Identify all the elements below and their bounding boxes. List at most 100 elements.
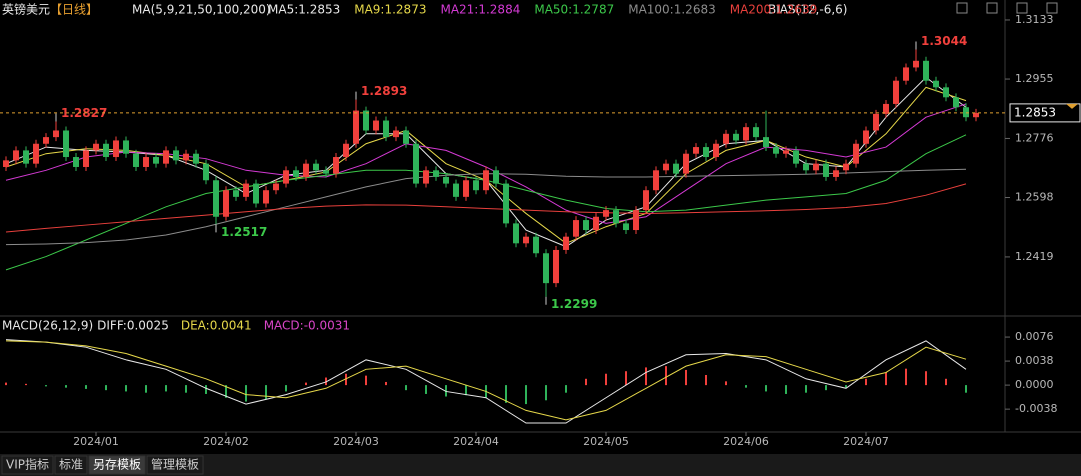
toolbar-tab-bg — [146, 455, 204, 475]
candle-body — [923, 60, 929, 81]
y-tick-label: 1.2776 — [1015, 131, 1054, 144]
legend-entry: DIFF:0.0025 — [97, 319, 169, 333]
candle-body — [53, 130, 59, 138]
candle-body — [633, 210, 639, 231]
candle-body — [403, 130, 409, 144]
symbol: 英镑美元 — [2, 2, 50, 17]
legend-entry: MA9:1.2873 — [354, 3, 426, 17]
candle-body — [693, 147, 699, 154]
toolbar-tab[interactable]: 管理模板 — [151, 457, 199, 472]
toolbar-tab-bg — [54, 455, 88, 475]
annotation-label: 1.2299 — [551, 297, 597, 311]
legend-entry: MA50:1.2787 — [534, 3, 614, 17]
indicator-title: MACD(26,12,9) — [2, 319, 93, 333]
candle-body — [873, 113, 879, 131]
indicator-line — [5, 340, 967, 421]
icon[interactable] — [1016, 2, 1028, 14]
candle-body — [713, 143, 719, 158]
candle-body — [773, 147, 779, 154]
candle-body — [363, 110, 369, 131]
legend-entry: MA100:1.2683 — [628, 3, 716, 17]
candle-body — [83, 150, 89, 167]
last-price-marker — [1066, 103, 1078, 109]
candle-body — [173, 150, 179, 161]
y-tick-label: -0.0038 — [1015, 402, 1057, 415]
candle-body — [763, 137, 769, 148]
candle-body — [133, 153, 139, 167]
candle-body — [843, 163, 849, 171]
period[interactable]: 【日线】 — [50, 3, 98, 17]
candle-body — [123, 140, 129, 154]
y-tick-label: 1.2598 — [1015, 191, 1054, 204]
window-icons — [956, 2, 1058, 14]
candle-body — [553, 249, 559, 284]
candle-body — [533, 236, 539, 254]
candle-body — [823, 163, 829, 177]
x-tick-label: 2024/03 — [333, 435, 379, 448]
candle-body — [473, 180, 479, 191]
candle-body — [653, 170, 659, 191]
candle-body — [963, 107, 969, 118]
annotation-label: 1.2517 — [221, 225, 267, 239]
candle-body — [163, 150, 169, 164]
candle-body — [153, 157, 159, 164]
candle-body — [343, 143, 349, 158]
toolbar-tab[interactable]: 另存模板 — [93, 458, 141, 472]
candle-body — [143, 157, 149, 167]
candle-body — [743, 127, 749, 141]
toolbar-tab-bg — [88, 455, 146, 475]
toolbar-tab[interactable]: 标准 — [59, 458, 83, 472]
legend-entry: MA5:1.2853 — [268, 3, 340, 17]
last-price-label: 1.2853 — [1014, 105, 1056, 119]
candle-body — [793, 150, 799, 164]
candle-body — [723, 133, 729, 144]
annotation-label: 1.3044 — [921, 34, 967, 48]
x-tick-label: 2024/07 — [843, 435, 889, 448]
candle-body — [833, 170, 839, 177]
candle-body — [813, 163, 819, 171]
candle-body — [183, 153, 189, 161]
candle-body — [333, 157, 339, 174]
icon[interactable] — [956, 2, 968, 14]
candle-body — [893, 80, 899, 104]
candle-body — [673, 163, 679, 174]
bias: BIAS(12,-6,6) — [768, 3, 847, 17]
candle-body — [443, 176, 449, 184]
candle-body — [683, 153, 689, 174]
candle-body — [103, 143, 109, 158]
candle-body — [753, 127, 759, 138]
y-tick-label: 1.3133 — [1015, 13, 1054, 26]
y-tick-label: 1.2955 — [1015, 72, 1054, 85]
indicator-line — [5, 183, 967, 233]
candle-body — [973, 112, 979, 118]
x-tick-label: 2024/02 — [203, 435, 249, 448]
candle-body — [523, 236, 529, 244]
candle-body — [13, 150, 19, 161]
legend-entry: MA200:1.2639 — [730, 3, 818, 17]
toolbar — [0, 454, 1081, 476]
candle-body — [43, 137, 49, 144]
candle-body — [393, 130, 399, 138]
candle-body — [913, 60, 919, 68]
icon[interactable] — [986, 2, 998, 14]
candle-body — [283, 170, 289, 184]
icon[interactable] — [1046, 2, 1058, 14]
candle-body — [433, 170, 439, 177]
candle-body — [203, 163, 209, 181]
legend-entry: MACD:-0.0031 — [264, 319, 350, 333]
legend-entry: DEA:0.0041 — [181, 319, 252, 333]
candle-body — [193, 153, 199, 164]
toolbar-tab[interactable]: VIP指标 — [6, 457, 49, 472]
candle-body — [953, 97, 959, 108]
candle-body — [353, 110, 359, 144]
candle-body — [73, 157, 79, 167]
candle-body — [213, 180, 219, 217]
y-tick-label: 0.0000 — [1015, 378, 1054, 391]
candle-body — [273, 183, 279, 191]
x-tick-label: 2024/04 — [453, 435, 499, 448]
candle-body — [303, 163, 309, 177]
candle-body — [733, 133, 739, 141]
candle-body — [663, 163, 669, 171]
candle-body — [3, 160, 9, 167]
